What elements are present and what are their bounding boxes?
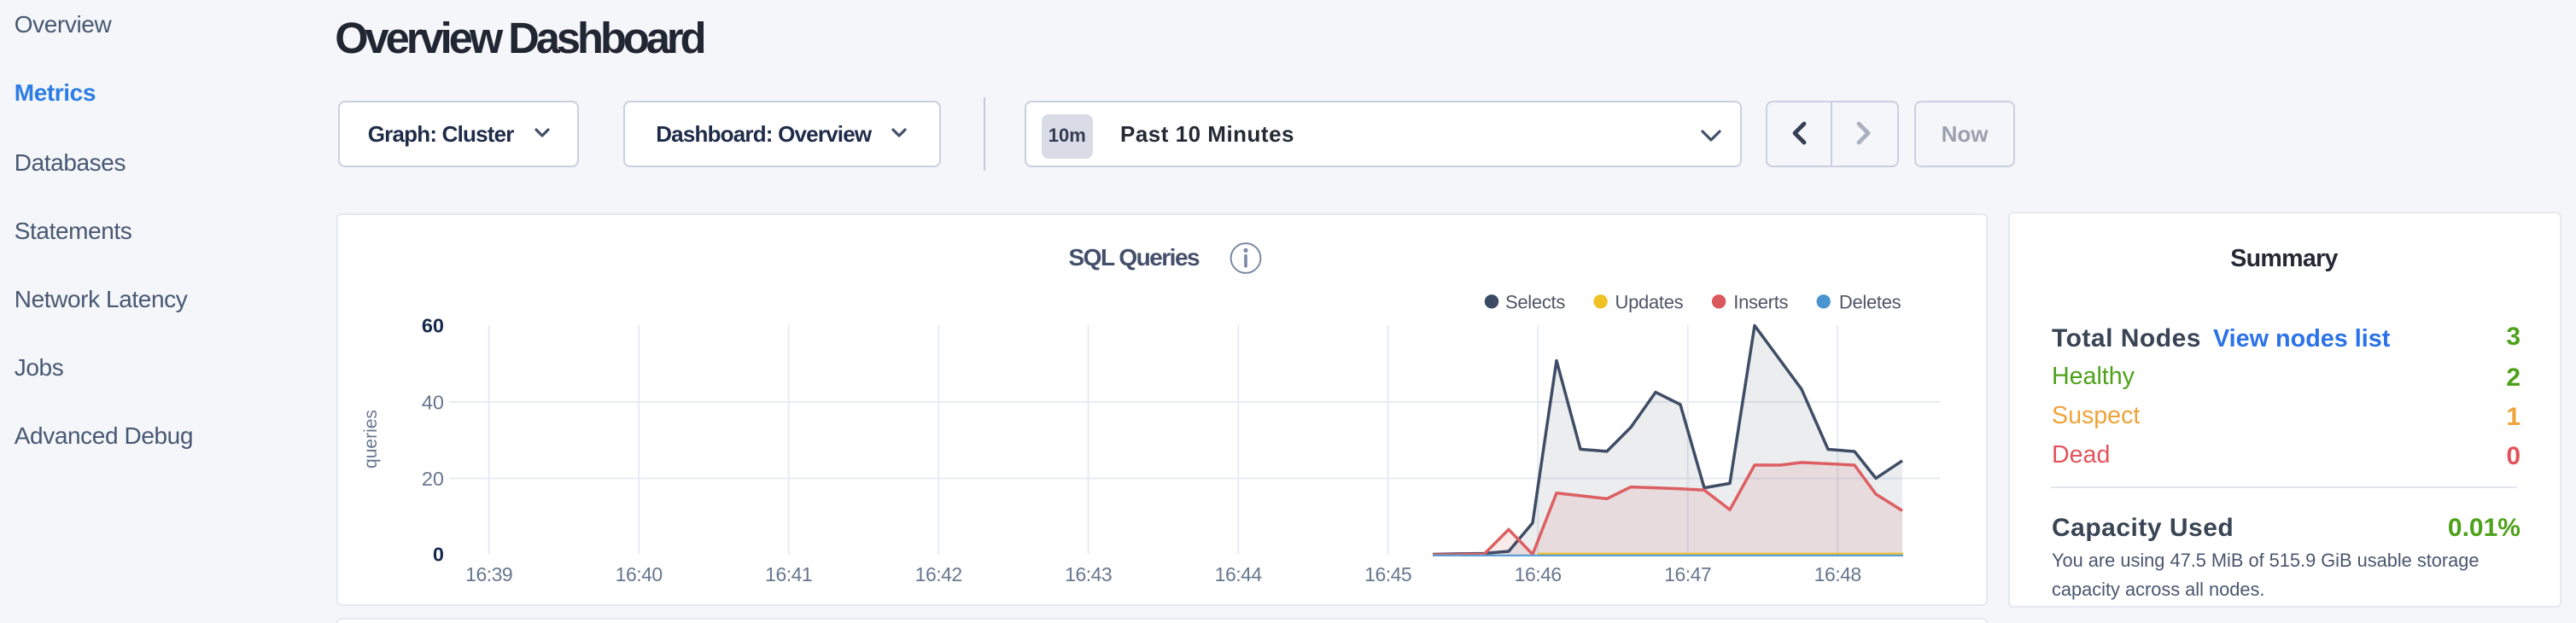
svg-text:Deletes: Deletes: [1838, 290, 1901, 312]
svg-text:40: 40: [421, 391, 443, 413]
svg-text:Inserts: Inserts: [1732, 290, 1787, 312]
svg-text:Updates: Updates: [1615, 290, 1683, 312]
svg-text:queries: queries: [360, 409, 380, 468]
svg-text:16:46: 16:46: [1514, 562, 1561, 585]
svg-text:0: 0: [432, 543, 443, 565]
svg-text:SQL Queries: SQL Queries: [1068, 243, 1200, 270]
svg-text:16:43: 16:43: [1064, 562, 1111, 585]
svg-text:16:47: 16:47: [1663, 562, 1710, 585]
svg-text:16:45: 16:45: [1364, 562, 1411, 585]
svg-text:16:40: 16:40: [615, 562, 662, 585]
svg-text:Selects: Selects: [1504, 290, 1564, 312]
svg-text:20: 20: [421, 467, 443, 489]
svg-text:16:41: 16:41: [764, 562, 811, 585]
svg-text:16:48: 16:48: [1814, 562, 1860, 585]
svg-text:16:42: 16:42: [914, 562, 961, 585]
svg-text:16:39: 16:39: [464, 562, 511, 585]
svg-text:16:44: 16:44: [1214, 562, 1262, 585]
svg-text:60: 60: [421, 313, 443, 335]
